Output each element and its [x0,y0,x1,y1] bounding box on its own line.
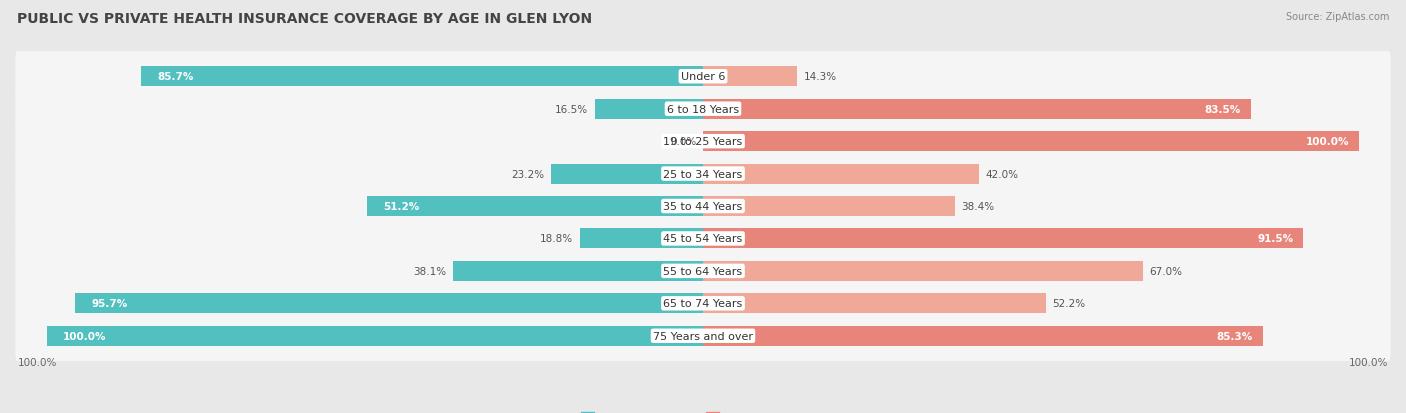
FancyBboxPatch shape [15,311,1391,361]
Bar [367,197,703,216]
Text: 19 to 25 Years: 19 to 25 Years [664,137,742,147]
Text: 95.7%: 95.7% [91,299,128,309]
Text: Under 6: Under 6 [681,72,725,82]
Text: 85.3%: 85.3% [1216,331,1253,341]
Text: PUBLIC VS PRIVATE HEALTH INSURANCE COVERAGE BY AGE IN GLEN LYON: PUBLIC VS PRIVATE HEALTH INSURANCE COVER… [17,12,592,26]
Bar [551,164,703,184]
Legend: Public Insurance, Private Insurance: Public Insurance, Private Insurance [576,408,830,413]
Text: 100.0%: 100.0% [1350,358,1389,368]
Text: 91.5%: 91.5% [1257,234,1294,244]
FancyBboxPatch shape [15,181,1391,232]
FancyBboxPatch shape [15,116,1391,167]
Bar [703,164,979,184]
Text: 18.8%: 18.8% [540,234,574,244]
FancyBboxPatch shape [15,52,1391,102]
Text: 65 to 74 Years: 65 to 74 Years [664,299,742,309]
Bar [703,294,1046,313]
FancyBboxPatch shape [15,149,1391,199]
Text: 55 to 64 Years: 55 to 64 Years [664,266,742,276]
FancyBboxPatch shape [15,84,1391,135]
Bar [703,261,1143,281]
Text: 25 to 34 Years: 25 to 34 Years [664,169,742,179]
Bar [703,132,1360,152]
Bar [595,100,703,119]
Text: 83.5%: 83.5% [1205,104,1241,114]
FancyBboxPatch shape [15,214,1391,264]
Text: 100.0%: 100.0% [17,358,56,368]
Bar [703,229,1303,249]
Text: 0.0%: 0.0% [671,137,696,147]
Text: 85.7%: 85.7% [157,72,194,82]
Text: 38.1%: 38.1% [413,266,447,276]
Text: 52.2%: 52.2% [1052,299,1085,309]
FancyBboxPatch shape [15,246,1391,297]
Bar [579,229,703,249]
Bar [703,100,1251,119]
Text: 14.3%: 14.3% [803,72,837,82]
Bar [46,326,703,346]
Text: 75 Years and over: 75 Years and over [652,331,754,341]
Bar [703,326,1263,346]
Text: 100.0%: 100.0% [1306,137,1350,147]
Bar [141,67,703,87]
Bar [703,197,955,216]
FancyBboxPatch shape [15,278,1391,329]
Text: 35 to 44 Years: 35 to 44 Years [664,202,742,211]
Text: 23.2%: 23.2% [512,169,544,179]
Text: 38.4%: 38.4% [962,202,994,211]
Bar [453,261,703,281]
Text: 67.0%: 67.0% [1149,266,1182,276]
Bar [75,294,703,313]
Text: 45 to 54 Years: 45 to 54 Years [664,234,742,244]
Text: 6 to 18 Years: 6 to 18 Years [666,104,740,114]
Bar [703,67,797,87]
Text: 42.0%: 42.0% [986,169,1018,179]
Text: 100.0%: 100.0% [63,331,107,341]
Text: Source: ZipAtlas.com: Source: ZipAtlas.com [1285,12,1389,22]
Text: 51.2%: 51.2% [384,202,420,211]
Text: 16.5%: 16.5% [555,104,588,114]
